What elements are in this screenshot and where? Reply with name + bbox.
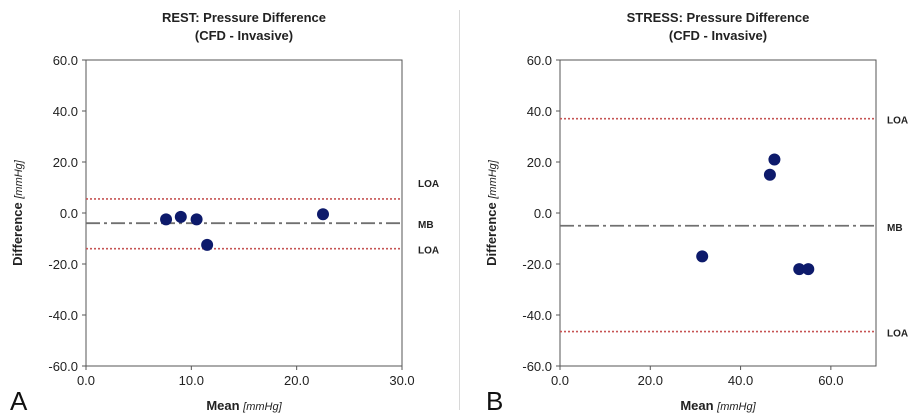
panel-b-x-tick-label: 60.0: [818, 373, 843, 388]
panel-b-title-line: (CFD - Invasive): [669, 28, 767, 43]
panel-a-y-tick-label: -20.0: [48, 257, 78, 272]
panel-a-x-tick-label: 10.0: [179, 373, 204, 388]
panel-b-y-tick-label: -40.0: [522, 308, 552, 323]
panel-b-x-axis-label-name: Mean: [680, 398, 717, 413]
panel-divider: [459, 10, 460, 410]
panel-b-y-axis-label-name: Difference: [484, 199, 499, 266]
panel-b-x-tick-label: 40.0: [728, 373, 753, 388]
panel-a-plot-frame: [85, 59, 403, 367]
panel-a-data-point: [317, 208, 329, 221]
panel-b-y-axis-label: Difference [mmHg]: [484, 159, 499, 266]
panel-a-x-tick-label: 30.0: [389, 373, 414, 388]
panel-a-title-line: (CFD - Invasive): [195, 28, 293, 43]
panel-b-data-point: [802, 263, 815, 276]
panel-b-y-axis-label-unit: [mmHg]: [487, 159, 499, 199]
panel-b-data-point: [696, 250, 709, 263]
panel-a-x-axis-label: Mean [mmHg]: [206, 398, 282, 413]
panel-a-y-tick-label: 40.0: [53, 104, 78, 119]
panel-a-y-tick-label: 60.0: [53, 53, 78, 68]
panel-b-plot-frame: [559, 59, 877, 367]
panel-b-mean-bias-label: MB: [887, 223, 903, 234]
panel-b-y-tick-label: 0.0: [534, 206, 552, 221]
panel-b-x-axis-label-unit: [mmHg]: [716, 401, 756, 413]
panel-b-loa-label: LOA: [887, 116, 908, 127]
panel-b-y-tick-label: -20.0: [522, 257, 552, 272]
panel-b-data-point: [763, 168, 776, 181]
panel-b-data-point: [768, 153, 781, 166]
panel-b-x-tick-label: 0.0: [551, 373, 569, 388]
panel-a-x-axis-label-name: Mean: [206, 398, 243, 413]
panel-a-y-axis-label-name: Difference: [10, 199, 25, 266]
panel-a-panel-letter: A: [10, 386, 28, 416]
panel-b-data-point: [793, 263, 806, 276]
panel-a-mean-bias-label: MB: [418, 220, 434, 231]
panel-a-data-point: [190, 213, 203, 226]
panel-a-loa-label: LOA: [418, 246, 439, 257]
panel-a-y-axis-label: Difference [mmHg]: [10, 159, 25, 266]
panel-a-y-tick-label: -60.0: [48, 359, 78, 374]
panel-a-loa-label: LOA: [418, 179, 439, 190]
panel-a-data-point: [201, 238, 214, 251]
panel-a-x-tick-label: 0.0: [77, 373, 95, 388]
panel-b-panel-letter: B: [486, 386, 503, 416]
panel-b-y-tick-label: 60.0: [527, 53, 552, 68]
panel-b-y-tick-label: 20.0: [527, 155, 552, 170]
panel-a-y-axis-label-unit: [mmHg]: [13, 159, 25, 199]
panel-a-x-tick-label: 20.0: [284, 373, 309, 388]
panel-b-loa-label: LOA: [887, 329, 908, 340]
panel-a-title-line: REST: Pressure Difference: [162, 10, 326, 25]
panel-b-y-tick-label: 40.0: [527, 104, 552, 119]
panel-b-x-axis-label: Mean [mmHg]: [680, 398, 756, 413]
panel-a-y-tick-label: 0.0: [60, 206, 78, 221]
panel-a-y-tick-label: 20.0: [53, 155, 78, 170]
panel-b-x-tick-label: 20.0: [638, 373, 663, 388]
panel-a-data-point: [174, 210, 187, 223]
panel-b-y-tick-label: -60.0: [522, 359, 552, 374]
panel-a-x-axis-label-unit: [mmHg]: [242, 401, 282, 413]
panel-a-y-tick-label: -40.0: [48, 308, 78, 323]
panel-b-title-line: STRESS: Pressure Difference: [627, 10, 810, 25]
panel-a-data-point: [160, 213, 173, 226]
